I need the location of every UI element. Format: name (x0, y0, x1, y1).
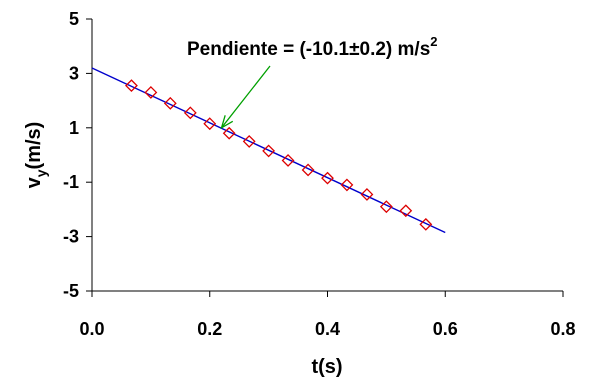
data-point (144, 86, 158, 99)
annotation-arrow-line (221, 65, 271, 129)
y-axis-title-sub: y (33, 169, 49, 177)
x-tick-label: 0.2 (197, 319, 222, 339)
y-tick-label: 1 (69, 118, 79, 138)
y-axis-title-main: v (23, 176, 45, 188)
data-point (419, 217, 433, 231)
x-tick-label: 0.8 (550, 319, 575, 339)
data-point (125, 79, 138, 93)
data-points (125, 79, 433, 231)
slope-annotation-main: Pendiente = (-10.1±0.2) m/s (187, 39, 430, 60)
y-tick-label: 5 (69, 9, 79, 29)
data-point (321, 171, 334, 185)
slope-annotation: Pendiente = (-10.1±0.2) m/s2 (187, 34, 438, 60)
data-point (379, 200, 393, 214)
slope-annotation-sup: 2 (430, 34, 437, 49)
data-point (203, 117, 217, 131)
y-tick-label: -5 (63, 281, 79, 301)
y-tick-label: -3 (63, 227, 79, 247)
fit-line-group (91, 67, 446, 234)
y-axis-title-rest: (m/s) (23, 122, 45, 170)
data-point (399, 204, 413, 218)
data-point (163, 96, 177, 110)
annotation-arrow-head (220, 115, 234, 130)
data-point (183, 106, 197, 120)
data-point (242, 134, 256, 148)
data-point (222, 126, 236, 140)
y-tick-label: -1 (63, 172, 79, 192)
data-point (281, 154, 295, 167)
x-ticks: 0.0 0.2 0.4 0.6 0.8 (79, 291, 576, 339)
fit-line (91, 67, 446, 234)
y-axis-title: vy(m/s) (23, 122, 49, 189)
x-axis-title: t(s) (311, 356, 342, 378)
data-point (301, 163, 315, 177)
x-tick-label: 0.6 (433, 319, 458, 339)
data-point (340, 178, 354, 192)
data-point (262, 144, 276, 158)
y-ticks: 5 3 1 -1 -3 -5 (63, 9, 92, 301)
y-tick-label: 3 (69, 63, 79, 83)
data-point (360, 188, 374, 201)
x-tick-label: 0.4 (315, 319, 340, 339)
x-tick-label: 0.0 (79, 319, 104, 339)
annotation-group (220, 65, 271, 130)
